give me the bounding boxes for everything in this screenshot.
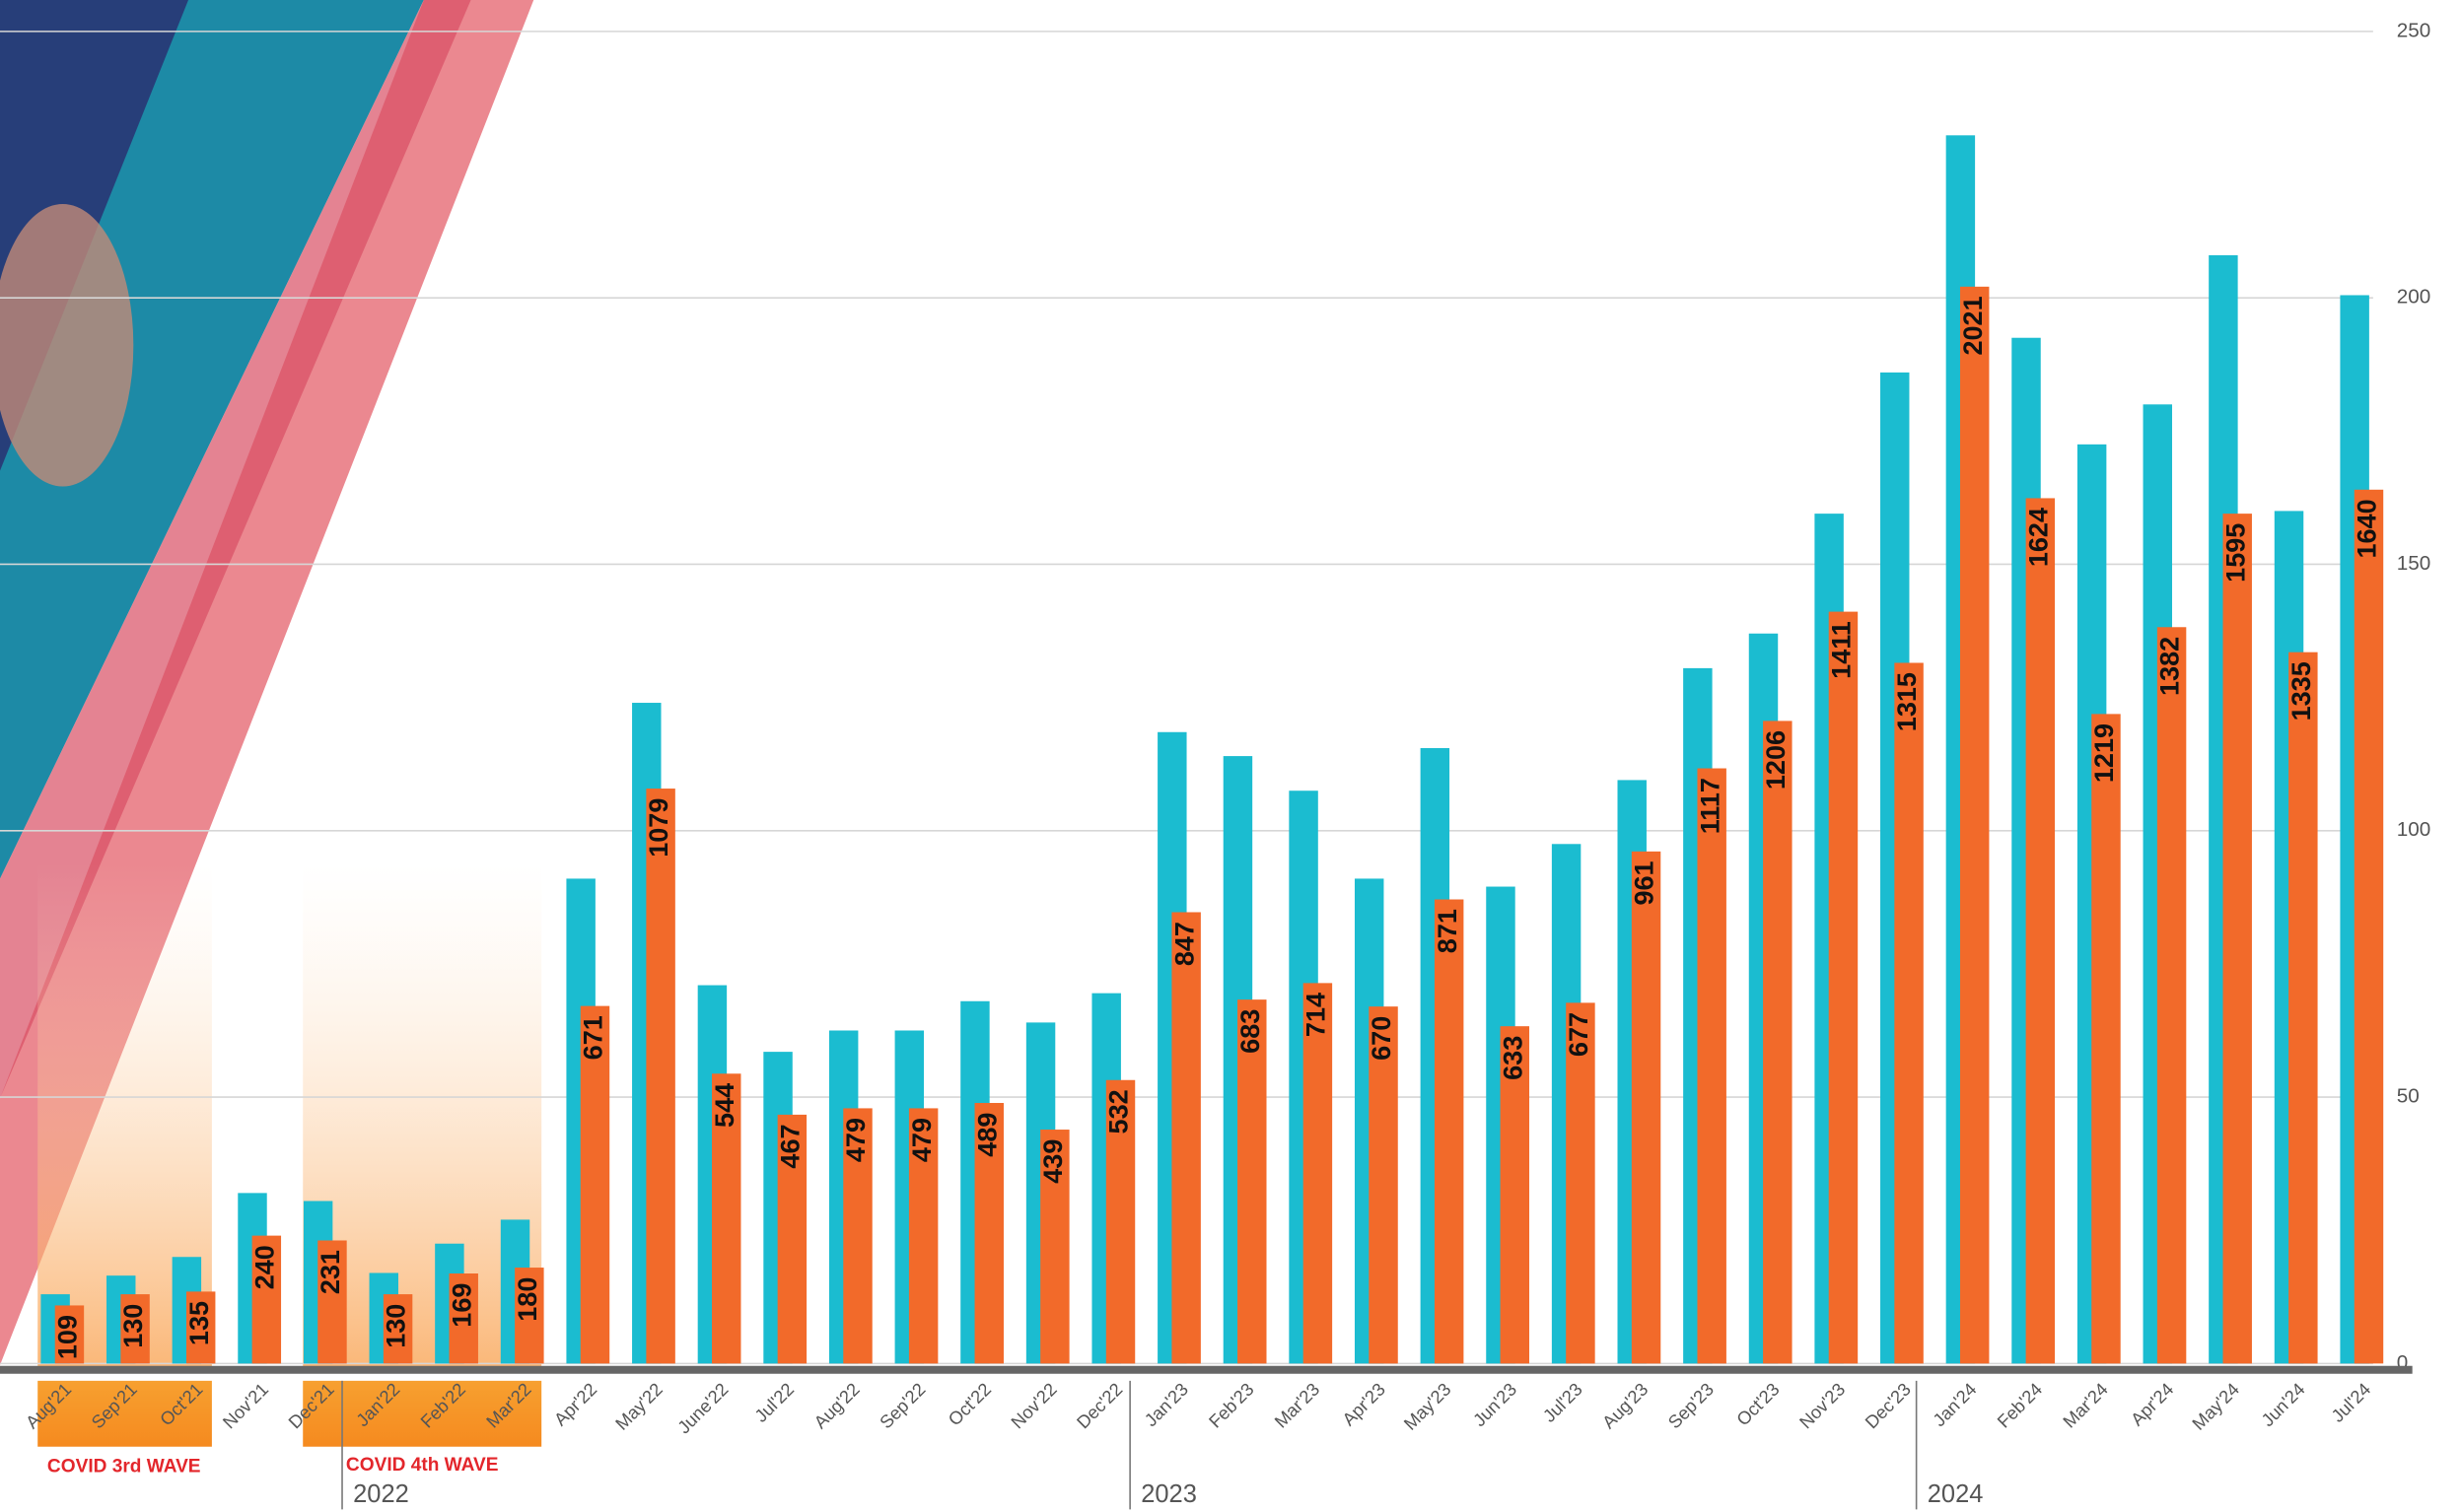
- annotation: COVID 4th WAVE: [346, 1455, 499, 1476]
- bar: [1829, 612, 1858, 1364]
- data-label: 532: [1104, 1089, 1134, 1134]
- bar: [2157, 627, 2186, 1363]
- data-label: 677: [1564, 1012, 1593, 1057]
- x-tick-label: Oct'22: [944, 1379, 995, 1430]
- data-label: 479: [907, 1118, 937, 1162]
- y-tick-label: 150: [2397, 552, 2431, 575]
- data-label: 544: [710, 1083, 739, 1128]
- bar: [1763, 721, 1792, 1363]
- data-label: 489: [972, 1113, 1002, 1157]
- bar: [2288, 653, 2317, 1364]
- data-label: 633: [1498, 1036, 1527, 1080]
- x-tick-label: Jun'23: [1469, 1379, 1521, 1431]
- x-tick-label: Sep'23: [1663, 1379, 1718, 1433]
- data-label: 670: [1367, 1016, 1396, 1061]
- bar: [1303, 983, 1332, 1363]
- bar: [1237, 999, 1266, 1363]
- data-label: 1117: [1695, 778, 1724, 834]
- y-tick-label: 200: [2397, 286, 2431, 309]
- data-label: 1411: [1827, 621, 1857, 679]
- data-label: 439: [1038, 1139, 1068, 1184]
- bar: [1697, 769, 1725, 1364]
- data-label: 683: [1235, 1009, 1265, 1054]
- data-label: 1640: [2353, 499, 2382, 558]
- bar: [2026, 498, 2055, 1363]
- data-label: 671: [579, 1015, 608, 1060]
- data-label: 871: [1433, 909, 1462, 953]
- x-tick-label: Jan'24: [1929, 1379, 1981, 1431]
- x-tick-label: Dec'22: [1073, 1379, 1127, 1433]
- data-label: 130: [382, 1304, 411, 1348]
- data-label: 467: [776, 1124, 806, 1168]
- data-label: 1219: [2089, 723, 2119, 783]
- bar: [1632, 852, 1660, 1364]
- bar: [2091, 714, 2120, 1363]
- x-tick-label: Jun'24: [2257, 1379, 2309, 1431]
- x-tick-label: June'22: [673, 1379, 733, 1438]
- bar: [1435, 900, 1463, 1364]
- x-tick-label: Nov'22: [1007, 1379, 1061, 1433]
- data-label: 169: [447, 1283, 476, 1328]
- data-label: 109: [53, 1315, 83, 1359]
- year-label: 2023: [1141, 1480, 1197, 1508]
- x-tick-label: Aug'23: [1598, 1379, 1652, 1433]
- x-tick-label: Jul'24: [2327, 1379, 2374, 1426]
- x-tick-label: Nov'21: [218, 1379, 272, 1433]
- data-label: 847: [1169, 922, 1199, 966]
- x-tick-label: Jul'23: [1539, 1379, 1586, 1426]
- data-label: 479: [841, 1118, 871, 1162]
- x-tick-label: Apr'23: [1338, 1379, 1389, 1430]
- x-tick-label: Feb'23: [1205, 1379, 1258, 1432]
- data-label: 1079: [644, 798, 673, 858]
- y-tick-label: 100: [2397, 818, 2431, 841]
- annotation: COVID 3rd WAVE: [47, 1456, 201, 1477]
- x-tick-label: Aug'22: [809, 1379, 864, 1433]
- year-label: 2024: [1928, 1480, 1984, 1508]
- x-tick-label: May'22: [611, 1379, 667, 1434]
- page: {"chart_data": {"type": "bar", "categori…: [0, 0, 2461, 1512]
- data-label: 1335: [2286, 661, 2316, 721]
- x-tick-label: Nov'23: [1795, 1379, 1850, 1433]
- data-label: 135: [184, 1301, 214, 1345]
- bar: [1960, 287, 1989, 1364]
- x-tick-label: Oct'23: [1732, 1379, 1784, 1430]
- data-label: 180: [513, 1277, 542, 1322]
- x-tick-label: Mar'23: [1270, 1379, 1323, 1432]
- x-tick-label: Dec'23: [1861, 1379, 1915, 1433]
- year-label: 2022: [353, 1480, 409, 1508]
- x-tick-label: Apr'24: [2127, 1379, 2178, 1430]
- x-tick-label: Apr'22: [549, 1379, 600, 1430]
- x-tick-label: May'23: [1399, 1379, 1454, 1434]
- chart: 050100150200250 109130135240231130169180…: [0, 0, 2461, 1512]
- bar: [1566, 1002, 1594, 1363]
- data-label: 1206: [1761, 730, 1791, 790]
- data-label: 240: [249, 1245, 279, 1289]
- data-label: 1595: [2220, 523, 2250, 583]
- data-label: 2021: [1958, 296, 1988, 355]
- bar: [2355, 490, 2383, 1364]
- bar: [1171, 912, 1200, 1363]
- x-tick-label: May'24: [2188, 1379, 2243, 1434]
- data-label: 1624: [2023, 508, 2053, 567]
- data-label: 130: [118, 1304, 148, 1348]
- bar: [2222, 514, 2251, 1363]
- data-label: 1382: [2155, 637, 2185, 696]
- y-tick-label: 250: [2397, 19, 2431, 41]
- x-tick-label: Jan'23: [1140, 1379, 1192, 1431]
- data-label: 961: [1630, 860, 1659, 905]
- data-label: 231: [316, 1250, 345, 1294]
- y-tick-label: 50: [2397, 1085, 2420, 1108]
- x-tick-label: Feb'24: [1993, 1379, 2046, 1432]
- x-tick-label: Sep'22: [876, 1379, 930, 1433]
- bar: [646, 789, 674, 1363]
- data-label: 714: [1301, 993, 1331, 1037]
- x-tick-label: Jul'22: [750, 1379, 798, 1426]
- data-label: 1315: [1892, 672, 1922, 731]
- bar: [1894, 662, 1923, 1363]
- x-tick-label: Mar'24: [2059, 1379, 2112, 1432]
